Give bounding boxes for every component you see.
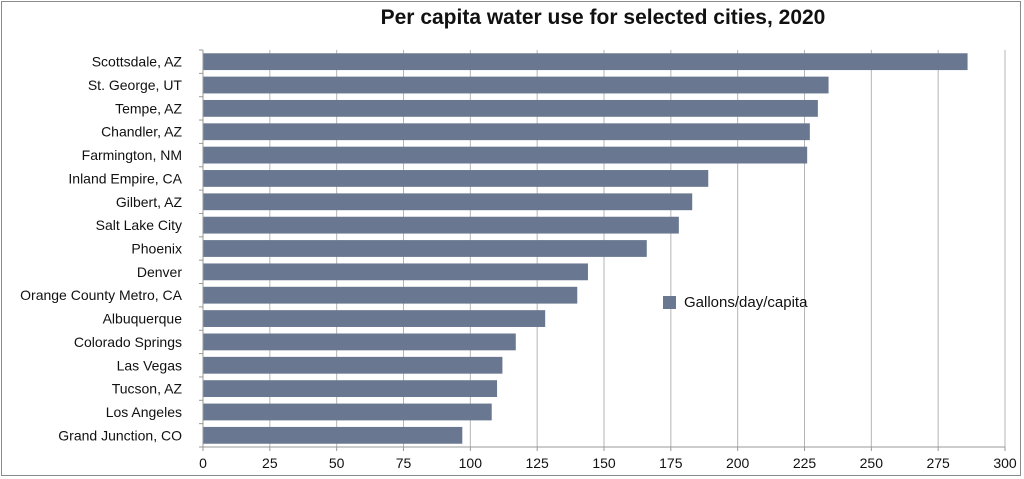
bar [203,426,463,444]
x-tick-label: 50 [329,455,345,471]
category-label: Orange County Metro, CA [20,287,183,303]
x-tick-label: 150 [592,455,616,471]
category-label: Colorado Springs [74,334,182,350]
x-tick-label: 275 [926,455,950,471]
category-label: Grand Junction, CO [58,427,182,443]
x-tick-label: 0 [199,455,207,471]
x-tick-label: 225 [793,455,817,471]
bar [203,240,647,257]
bar [203,170,709,187]
x-tick-label: 25 [262,455,278,471]
bar [203,263,588,281]
bar [203,99,818,117]
axes [199,49,1006,451]
category-label: Scottsdale, AZ [92,54,183,70]
bar [203,310,546,327]
bar [203,403,492,421]
x-tick-labels: 0 25 50 75 100 125 150 175 200 225 250 275 300 [199,455,1017,471]
bar [203,76,829,94]
category-labels: Scottsdale, AZ St. George, UT Tempe, AZ Cha… [20,54,183,444]
x-tick-label: 125 [525,455,549,471]
category-label: Phoenix [131,241,182,257]
chart-title: Per capita water use for selected cities… [380,6,826,29]
category-label: Tempe, AZ [115,100,182,116]
x-tick-label: 75 [396,455,412,471]
x-tick-label: 100 [459,455,483,471]
category-label: Tucson, AZ [112,381,183,397]
x-tick-label: 300 [993,455,1017,471]
category-label: Inland Empire, CA [68,170,182,186]
bars [203,53,968,444]
bar [203,286,578,304]
x-tick-label: 250 [860,455,884,471]
legend-swatch [663,296,676,309]
x-tick-label: 175 [659,455,683,471]
bar [203,356,503,374]
legend-label: Gallons/day/capita [684,294,808,311]
bar [203,146,808,164]
legend: Gallons/day/capita [663,294,807,311]
category-label: Albuquerque [103,311,183,327]
category-label: Salt Lake City [96,217,182,233]
bar [203,123,810,141]
bar [203,53,968,71]
bar [203,380,498,398]
bar [203,333,516,351]
category-label: Los Angeles [106,404,182,420]
category-label: Las Vegas [117,357,182,373]
category-label: Denver [137,264,182,280]
category-label: Farmington, NM [82,147,182,163]
category-label: Chandler, AZ [101,124,182,140]
bar [203,193,693,211]
x-tick-label: 200 [726,455,750,471]
category-label: Gilbert, AZ [116,194,183,210]
bar [203,216,679,234]
category-label: St. George, UT [88,77,183,93]
